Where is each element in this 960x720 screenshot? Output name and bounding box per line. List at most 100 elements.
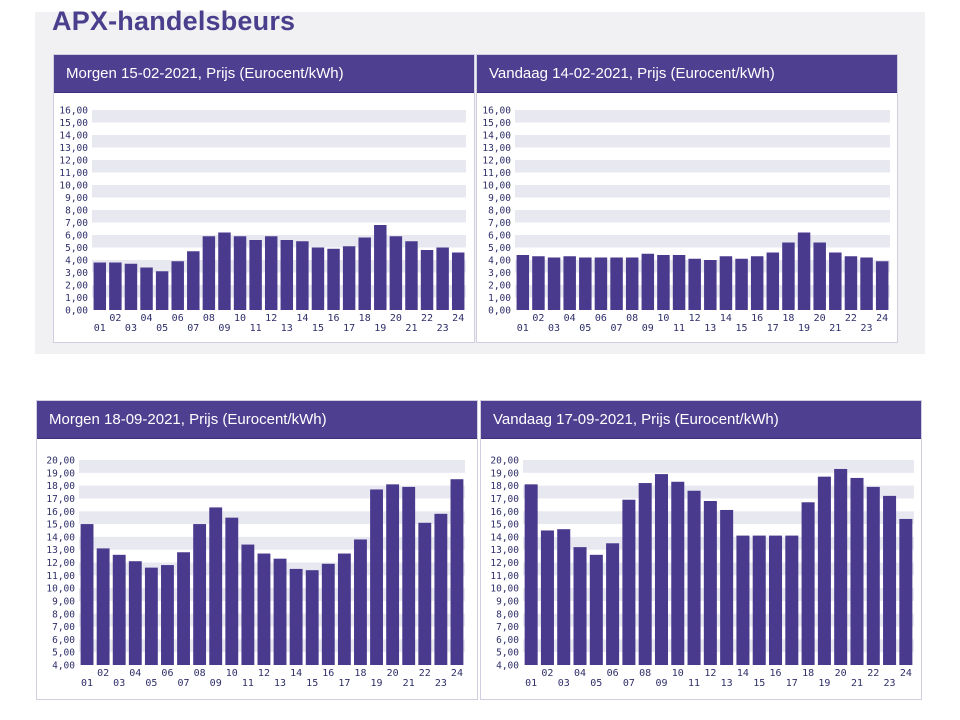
x-tick-label: 03 xyxy=(113,678,125,689)
y-tick-label: 6,00 xyxy=(488,231,511,242)
bar xyxy=(140,267,153,310)
x-tick-label: 20 xyxy=(814,313,826,324)
bar-chart: 0,00 1,002,00 3,004,00 5,006,00 7,008,00 9,00… xyxy=(59,106,466,334)
y-tick-label: 6,00 xyxy=(52,635,75,646)
chart-title: Vandaag 17-09-2021, Prijs (Eurocent/kWh) xyxy=(481,401,921,439)
bar xyxy=(144,567,158,665)
y-tick-label: 6,00 xyxy=(65,231,88,242)
bar xyxy=(161,565,174,665)
y-tick-label: 19,00 xyxy=(490,468,519,479)
bar xyxy=(434,513,448,665)
x-tick-label: 10 xyxy=(657,313,669,324)
y-tick-label: 16,00 xyxy=(482,106,511,117)
page-title: APX-handelsbeurs xyxy=(52,6,296,36)
x-tick-label: 02 xyxy=(532,313,544,324)
x-tick-label: 01 xyxy=(517,323,529,334)
bar xyxy=(289,568,303,665)
chart-panel-morgen-15-02: Morgen 15-02-2021, Prijs (Eurocent/kWh) … xyxy=(53,54,475,343)
chart-title: Morgen 18-09-2021, Prijs (Eurocent/kWh) xyxy=(37,401,477,439)
bar xyxy=(654,474,668,665)
y-tick-label: 7,00 xyxy=(496,622,519,633)
y-tick-label: 1,00 xyxy=(488,293,511,304)
x-tick-label: 16 xyxy=(769,668,781,679)
chart-panel-vandaag-14-02: Vandaag 14-02-2021, Prijs (Eurocent/kWh)… xyxy=(476,54,898,343)
grid-band xyxy=(515,185,890,198)
x-tick-label: 09 xyxy=(218,323,230,334)
bar xyxy=(547,257,561,310)
bar xyxy=(233,236,247,310)
bar xyxy=(594,257,608,310)
grid-band xyxy=(92,110,466,123)
grid-band xyxy=(523,536,914,550)
x-tick-label: 09 xyxy=(210,678,222,689)
y-tick-label: 19,00 xyxy=(46,468,75,479)
y-tick-label: 10,00 xyxy=(46,584,75,595)
x-tick-label: 10 xyxy=(226,668,238,679)
bar xyxy=(573,547,587,665)
bar xyxy=(370,489,383,665)
bar xyxy=(899,518,913,665)
x-tick-label: 23 xyxy=(437,323,449,334)
grid-band xyxy=(79,485,465,499)
y-tick-label: 4,00 xyxy=(52,661,75,672)
bar xyxy=(532,256,545,310)
bar xyxy=(875,261,889,310)
x-tick-label: 16 xyxy=(328,313,340,324)
grid-band xyxy=(515,110,890,123)
y-tick-label: 11,00 xyxy=(482,168,511,179)
bar xyxy=(610,257,623,310)
bar xyxy=(720,509,734,665)
bar xyxy=(389,236,403,310)
bar xyxy=(109,262,122,310)
y-tick-label: 12,00 xyxy=(46,558,75,569)
bar-chart: 0,00 1,002,00 3,004,00 5,006,00 7,008,00 9,00… xyxy=(482,106,890,334)
bar xyxy=(420,250,434,310)
x-tick-label: 14 xyxy=(737,668,749,679)
x-tick-label: 15 xyxy=(753,678,765,689)
bar xyxy=(641,253,655,310)
bar xyxy=(337,553,351,665)
bar xyxy=(606,543,620,665)
bar xyxy=(273,558,287,665)
x-tick-label: 15 xyxy=(306,678,318,689)
y-tick-label: 13,00 xyxy=(482,143,511,154)
grid-band xyxy=(79,639,465,653)
y-tick-label: 6,00 xyxy=(496,635,519,646)
x-tick-label: 24 xyxy=(876,313,888,324)
y-tick-label: 11,00 xyxy=(59,168,88,179)
y-tick-label: 18,00 xyxy=(46,481,75,492)
x-tick-label: 10 xyxy=(672,668,684,679)
x-tick-label: 12 xyxy=(265,313,277,324)
x-tick-label: 17 xyxy=(343,323,355,334)
x-tick-label: 12 xyxy=(689,313,701,324)
chart-panel-morgen-18-09: Morgen 18-09-2021, Prijs (Eurocent/kWh) … xyxy=(36,400,478,700)
bar xyxy=(657,255,670,310)
bar xyxy=(96,548,110,665)
x-tick-label: 13 xyxy=(274,678,286,689)
x-tick-label: 24 xyxy=(900,668,912,679)
bar xyxy=(451,252,465,310)
grid-band xyxy=(92,135,466,148)
y-tick-label: 8,00 xyxy=(52,609,75,620)
x-tick-label: 05 xyxy=(590,678,602,689)
bar xyxy=(202,236,216,310)
bar xyxy=(405,241,418,310)
x-tick-label: 18 xyxy=(782,313,794,324)
x-tick-label: 16 xyxy=(751,313,763,324)
x-tick-label: 14 xyxy=(720,313,732,324)
y-tick-label: 3,00 xyxy=(65,268,88,279)
chart-title: Morgen 15-02-2021, Prijs (Eurocent/kWh) xyxy=(54,55,474,93)
bar xyxy=(829,252,842,310)
y-tick-label: 1,00 xyxy=(65,293,88,304)
grid-band xyxy=(523,639,914,653)
x-tick-label: 22 xyxy=(419,668,431,679)
bar xyxy=(540,530,554,665)
x-tick-label: 18 xyxy=(802,668,814,679)
bar xyxy=(735,258,748,310)
y-tick-label: 12,00 xyxy=(482,156,511,167)
bar xyxy=(736,535,750,665)
y-tick-label: 8,00 xyxy=(488,206,511,217)
bar xyxy=(672,255,686,310)
x-tick-label: 20 xyxy=(390,313,402,324)
x-tick-label: 01 xyxy=(94,323,106,334)
